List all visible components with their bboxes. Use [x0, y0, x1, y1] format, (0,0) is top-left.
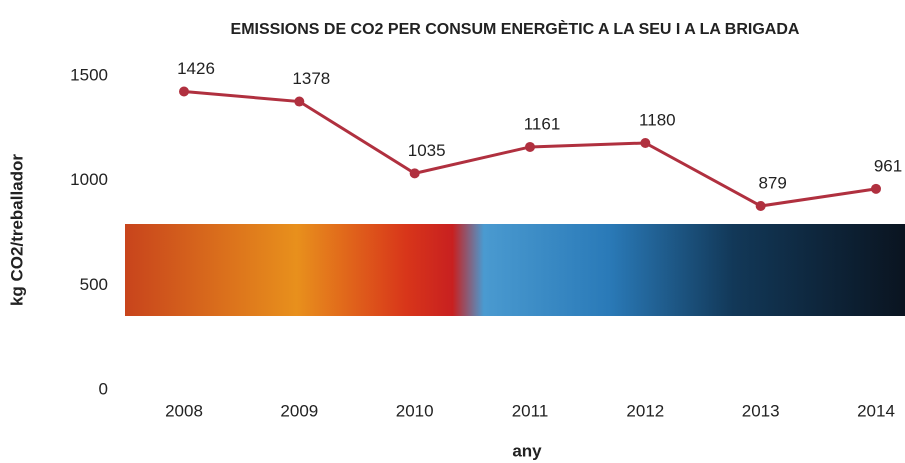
y-tick-label: 1000: [70, 170, 108, 189]
point: [179, 86, 189, 97]
chart-title: EMISSIONS DE CO2 PER CONSUM ENERGÈTIC A …: [231, 19, 800, 38]
background-image: [125, 224, 905, 316]
point: [294, 96, 305, 107]
data-label: 1378: [292, 69, 330, 88]
x-tick-label: 2008: [165, 401, 203, 420]
x-tick-label: 2012: [626, 401, 664, 420]
data-label: 1035: [408, 141, 446, 160]
point: [525, 141, 535, 152]
point: [409, 168, 420, 179]
x-axis-title: any: [512, 441, 542, 460]
point: [871, 183, 881, 194]
y-axis-title: kg CO2/treballador: [7, 154, 26, 306]
data-label: 1161: [524, 114, 561, 133]
x-tick-label: 2009: [280, 401, 318, 420]
x-tick-label: 2010: [396, 401, 434, 420]
y-tick-label: 0: [99, 379, 108, 398]
y-tick-label: 500: [80, 275, 108, 294]
x-tick-label: 2013: [742, 401, 780, 420]
y-tick-label: 1500: [70, 65, 108, 84]
data-label: 961: [874, 156, 902, 175]
x-tick-label: 2014: [857, 401, 895, 420]
point: [755, 200, 766, 211]
data-label: 1426: [177, 59, 215, 78]
x-tick-label: 2011: [512, 401, 549, 420]
data-label: 879: [758, 173, 786, 192]
data-label: 1180: [639, 110, 676, 129]
point: [640, 137, 651, 148]
